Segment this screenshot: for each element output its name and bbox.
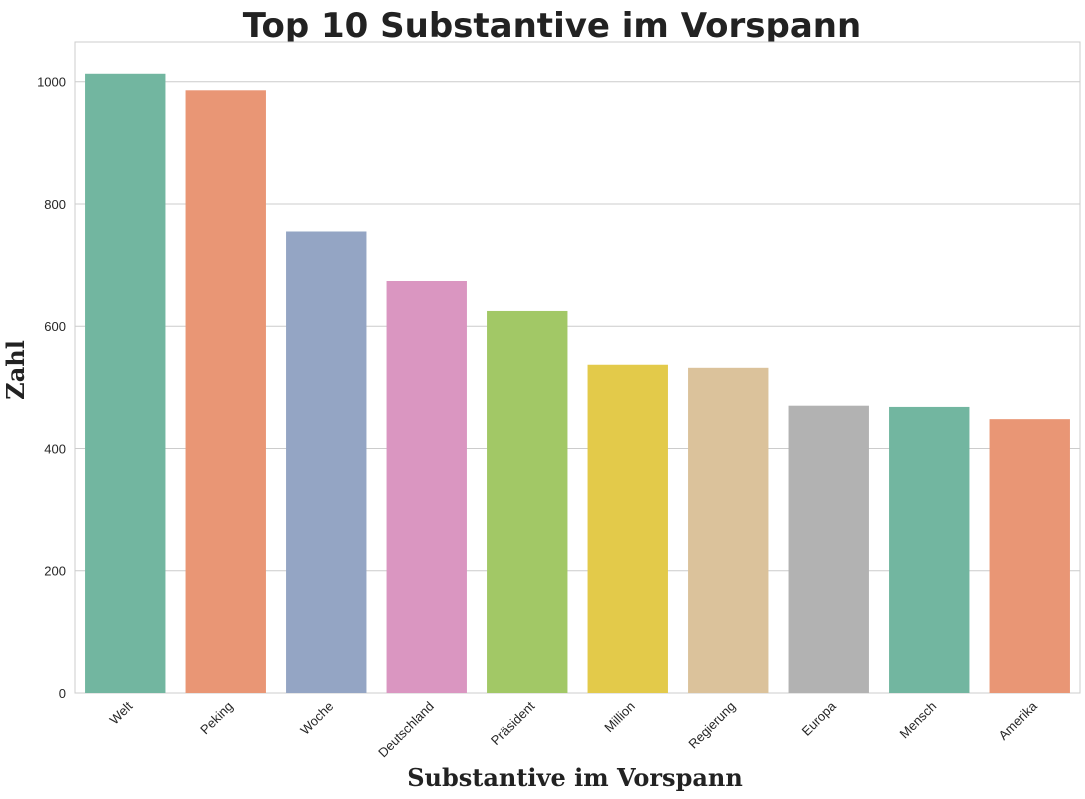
plot-area: 0 200 400 600 800 1000 Welt Peking Woche Deutsch… xyxy=(37,41,1081,760)
y-tick-labels: 0 200 400 600 800 1000 xyxy=(37,75,66,701)
bar-woche xyxy=(286,231,367,693)
bar-präsident xyxy=(487,310,568,693)
bar-amerika xyxy=(989,419,1070,693)
y-tick-label: 0 xyxy=(59,686,66,701)
x-tick-label: Woche xyxy=(297,699,336,738)
x-tick-label: Mensch xyxy=(897,699,940,742)
x-tick-label: Peking xyxy=(197,699,236,738)
y-axis-label: Zahl xyxy=(1,340,30,400)
bar-million xyxy=(587,364,668,693)
x-axis-label: Substantive im Vorspann xyxy=(407,763,743,792)
y-tick-label: 800 xyxy=(44,197,66,212)
chart-title: Top 10 Substantive im Vorspann xyxy=(243,6,861,46)
x-tick-label: Regierung xyxy=(685,699,738,752)
bars xyxy=(85,73,1070,694)
y-tick-label: 200 xyxy=(44,564,66,579)
x-tick-label: Präsident xyxy=(488,698,538,748)
bar-deutschland xyxy=(386,281,467,693)
bar-regierung xyxy=(688,367,769,693)
bar-mensch xyxy=(889,406,970,693)
x-tick-label: Deutschland xyxy=(375,699,437,761)
x-tick-label: Welt xyxy=(107,698,136,727)
bar-peking xyxy=(185,90,266,693)
x-tick-label: Amerika xyxy=(996,698,1041,743)
y-tick-label: 600 xyxy=(44,319,66,334)
bar-welt xyxy=(85,73,166,694)
bar-europa xyxy=(788,405,869,693)
x-tick-label: Million xyxy=(601,699,638,736)
y-tick-label: 1000 xyxy=(37,75,66,90)
y-tick-label: 400 xyxy=(44,441,66,456)
x-tick-labels: Welt Peking Woche Deutschland Präsident Milli… xyxy=(107,698,1041,760)
x-tick-label: Europa xyxy=(799,698,840,739)
